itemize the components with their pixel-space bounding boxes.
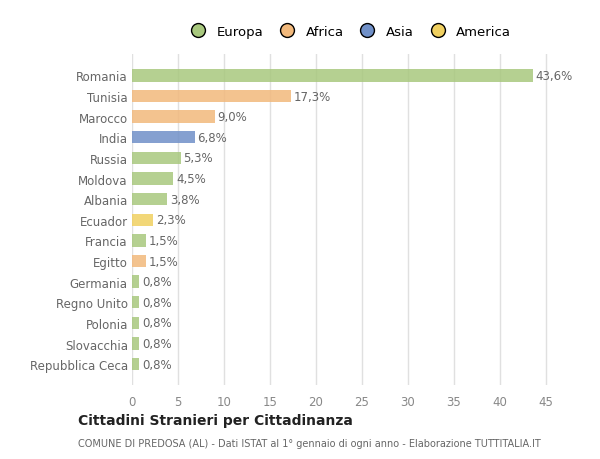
Text: 0,8%: 0,8% — [142, 337, 172, 350]
Text: Cittadini Stranieri per Cittadinanza: Cittadini Stranieri per Cittadinanza — [78, 414, 353, 428]
Text: 6,8%: 6,8% — [197, 132, 227, 145]
Text: 3,8%: 3,8% — [170, 193, 199, 206]
Text: 5,3%: 5,3% — [184, 152, 213, 165]
Bar — [132, 70, 533, 83]
Bar — [132, 317, 139, 330]
Bar — [132, 297, 139, 309]
Text: 0,8%: 0,8% — [142, 358, 172, 371]
Bar — [132, 235, 146, 247]
Bar — [132, 152, 181, 165]
Bar — [132, 358, 139, 370]
Legend: Europa, Africa, Asia, America: Europa, Africa, Asia, America — [181, 22, 515, 43]
Bar — [132, 214, 153, 226]
Text: 0,8%: 0,8% — [142, 275, 172, 289]
Bar — [132, 194, 167, 206]
Text: 0,8%: 0,8% — [142, 317, 172, 330]
Bar — [132, 276, 139, 288]
Text: 4,5%: 4,5% — [176, 173, 206, 185]
Bar — [132, 91, 291, 103]
Text: 2,3%: 2,3% — [156, 214, 185, 227]
Bar — [132, 111, 215, 123]
Text: COMUNE DI PREDOSA (AL) - Dati ISTAT al 1° gennaio di ogni anno - Elaborazione TU: COMUNE DI PREDOSA (AL) - Dati ISTAT al 1… — [78, 438, 541, 448]
Text: 9,0%: 9,0% — [217, 111, 247, 124]
Text: 1,5%: 1,5% — [149, 235, 178, 247]
Bar — [132, 132, 194, 144]
Bar — [132, 173, 173, 185]
Text: 1,5%: 1,5% — [149, 255, 178, 268]
Text: 43,6%: 43,6% — [536, 70, 573, 83]
Text: 17,3%: 17,3% — [294, 90, 331, 103]
Bar — [132, 255, 146, 268]
Text: 0,8%: 0,8% — [142, 296, 172, 309]
Bar — [132, 338, 139, 350]
